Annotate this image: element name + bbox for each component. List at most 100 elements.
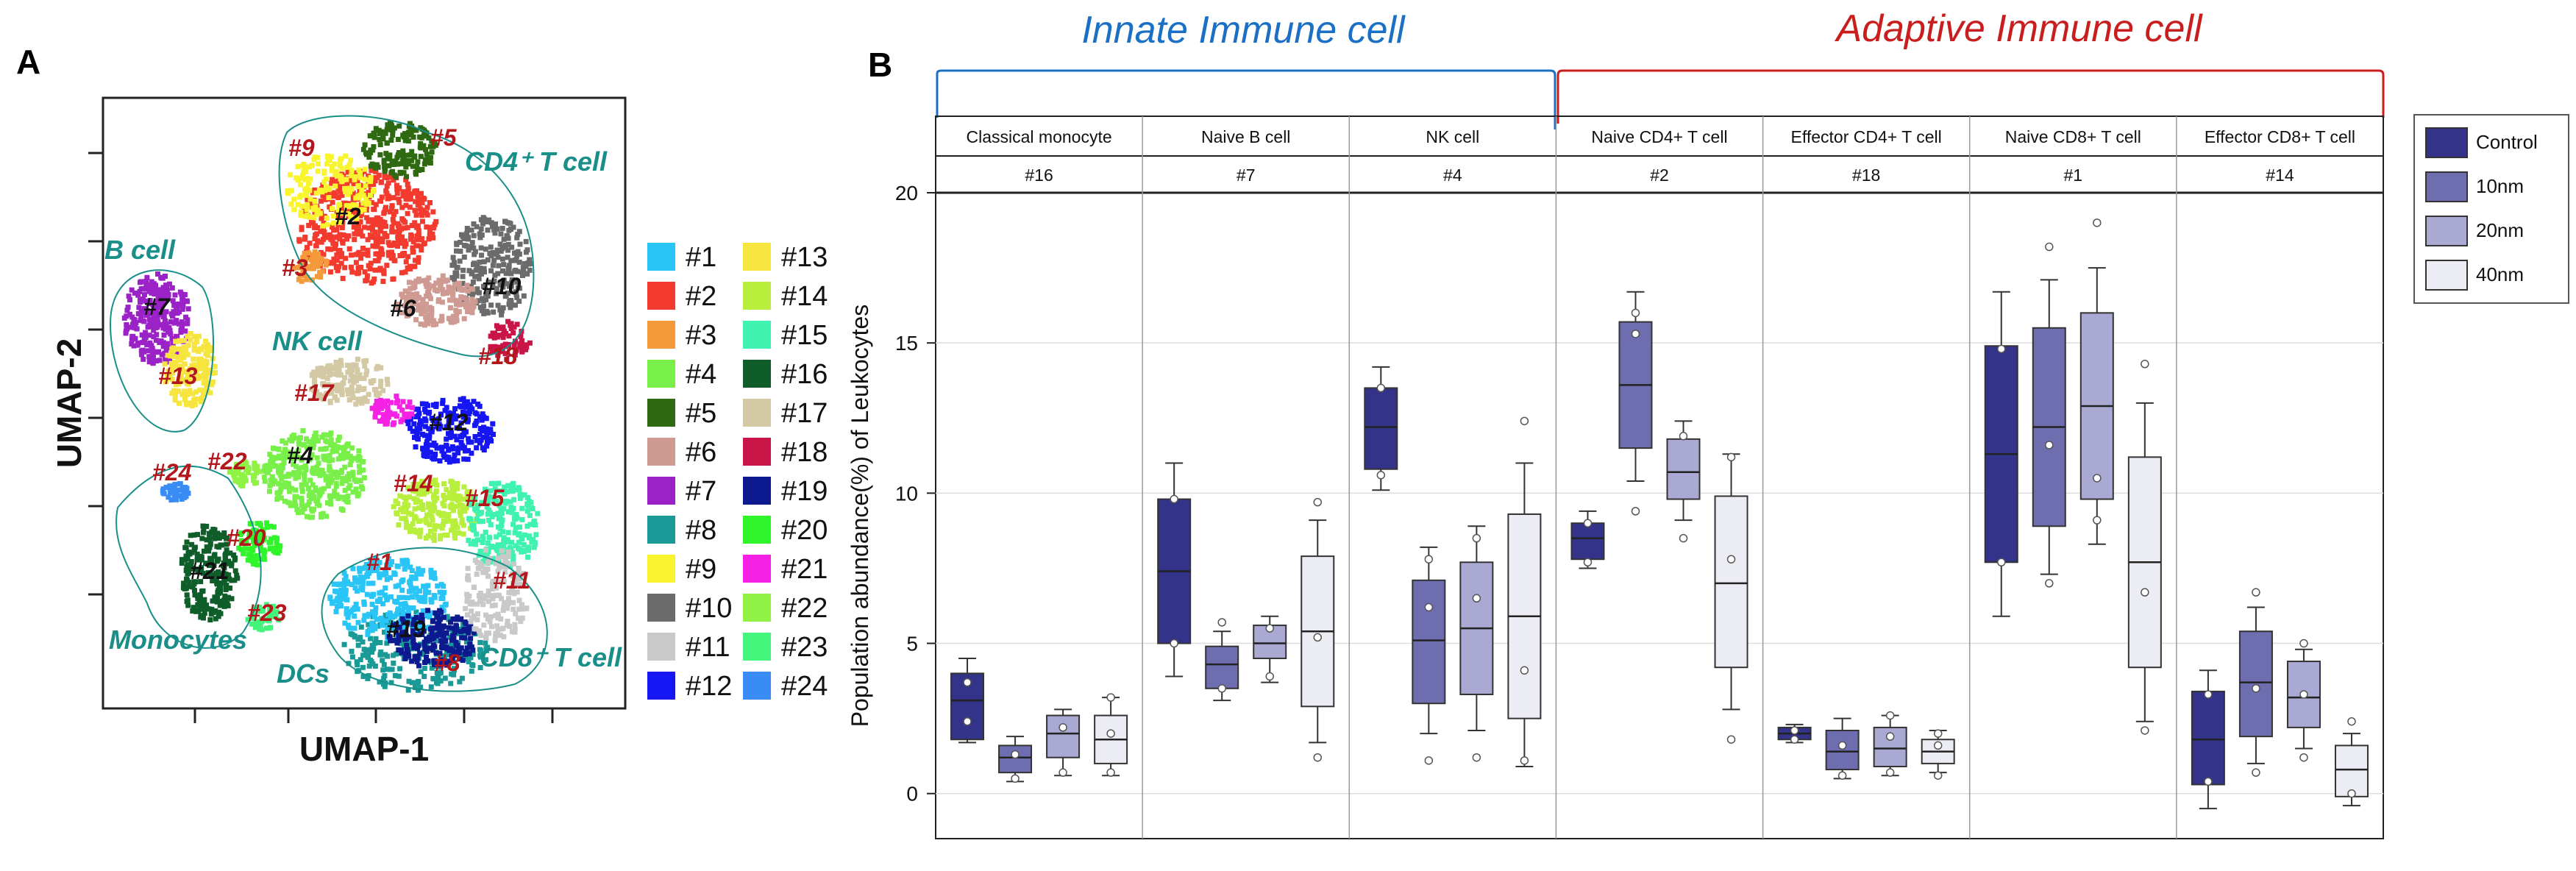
- legend-label: #15: [781, 320, 828, 351]
- umap-point: [390, 132, 396, 138]
- umap-point: [413, 212, 419, 218]
- umap-point: [252, 462, 258, 468]
- umap-point: [245, 470, 251, 476]
- umap-point: [409, 511, 415, 517]
- umap-point: [357, 657, 363, 663]
- umap-point: [348, 372, 354, 378]
- umap-point: [355, 588, 360, 594]
- umap-point: [479, 564, 485, 569]
- umap-point: [194, 557, 200, 563]
- umap-point: [505, 530, 511, 536]
- umap-point: [138, 286, 144, 292]
- umap-point: [400, 158, 406, 164]
- umap-point: [474, 445, 480, 451]
- umap-point: [193, 338, 199, 344]
- umap-point: [336, 384, 342, 390]
- umap-point: [514, 321, 520, 327]
- umap-point: [458, 404, 464, 410]
- umap-point: [436, 297, 442, 303]
- umap-point: [429, 665, 435, 671]
- umap-point: [201, 388, 207, 394]
- umap-point: [477, 654, 483, 660]
- umap-point: [379, 589, 385, 595]
- umap-point: [527, 522, 533, 527]
- umap-point: [418, 684, 424, 690]
- umap-point: [202, 611, 207, 616]
- data-point: [1933, 741, 1943, 750]
- umap-point: [420, 207, 426, 213]
- umap-point: [366, 154, 372, 160]
- umap-point: [161, 291, 167, 297]
- umap-cluster-label: #4: [287, 442, 313, 469]
- umap-point: [488, 268, 494, 274]
- umap-point: [497, 241, 503, 247]
- umap-point: [390, 168, 395, 174]
- umap-point: [169, 377, 175, 383]
- umap-point: [222, 552, 228, 558]
- umap-point: [432, 505, 438, 511]
- umap-point: [366, 391, 371, 397]
- umap-point: [349, 252, 354, 258]
- umap-point: [327, 497, 333, 502]
- umap-point: [366, 218, 371, 224]
- umap-point: [414, 237, 420, 243]
- umap-point: [377, 652, 383, 658]
- umap-point: [291, 266, 296, 271]
- umap-point: [380, 252, 385, 257]
- umap-point: [421, 639, 427, 645]
- umap-point: [421, 452, 427, 458]
- umap-point: [458, 397, 463, 402]
- umap-point: [474, 224, 480, 230]
- data-point: [1726, 555, 1736, 564]
- umap-point: [414, 291, 420, 297]
- umap-point: [319, 216, 324, 221]
- umap-point: [485, 288, 491, 294]
- umap-point: [449, 430, 454, 436]
- umap-point: [420, 622, 425, 628]
- umap-point: [433, 489, 439, 495]
- legend-swatch: [647, 360, 675, 388]
- umap-point: [360, 396, 366, 402]
- umap-point: [299, 203, 305, 209]
- umap-point: [214, 577, 220, 583]
- umap-point: [508, 499, 513, 505]
- umap-point: [403, 298, 409, 304]
- umap-point: [316, 188, 322, 193]
- umap-point: [349, 388, 355, 394]
- umap-point: [460, 280, 466, 286]
- umap-point: [368, 163, 374, 169]
- umap-point: [388, 209, 393, 215]
- umap-point: [339, 205, 345, 211]
- umap-point: [190, 391, 196, 397]
- umap-point: [362, 363, 368, 369]
- umap-point: [338, 603, 344, 609]
- umap-point: [357, 372, 363, 378]
- umap-point: [267, 466, 273, 472]
- umap-point: [208, 348, 214, 354]
- umap-point: [354, 478, 359, 484]
- umap-point: [352, 614, 357, 619]
- legend-series-label: 10nm: [2476, 175, 2524, 197]
- umap-point: [415, 687, 421, 693]
- umap-point: [420, 306, 426, 312]
- umap-point: [129, 287, 135, 293]
- umap-point: [160, 310, 166, 316]
- umap-point: [339, 166, 345, 171]
- umap-point: [502, 600, 508, 605]
- umap-point: [380, 219, 385, 225]
- umap-point: [249, 621, 255, 627]
- umap-point: [530, 537, 536, 542]
- umap-point: [334, 179, 340, 185]
- umap-point: [247, 521, 253, 527]
- umap-point: [203, 561, 209, 566]
- data-point: [1472, 533, 1481, 543]
- umap-point: [527, 261, 533, 266]
- umap-point: [275, 550, 281, 556]
- umap-point: [519, 549, 524, 555]
- umap-point: [516, 251, 522, 257]
- umap-point: [425, 533, 431, 539]
- umap-point: [377, 142, 383, 148]
- umap-point: [299, 488, 305, 494]
- umap-point: [382, 572, 388, 577]
- umap-point: [184, 564, 190, 570]
